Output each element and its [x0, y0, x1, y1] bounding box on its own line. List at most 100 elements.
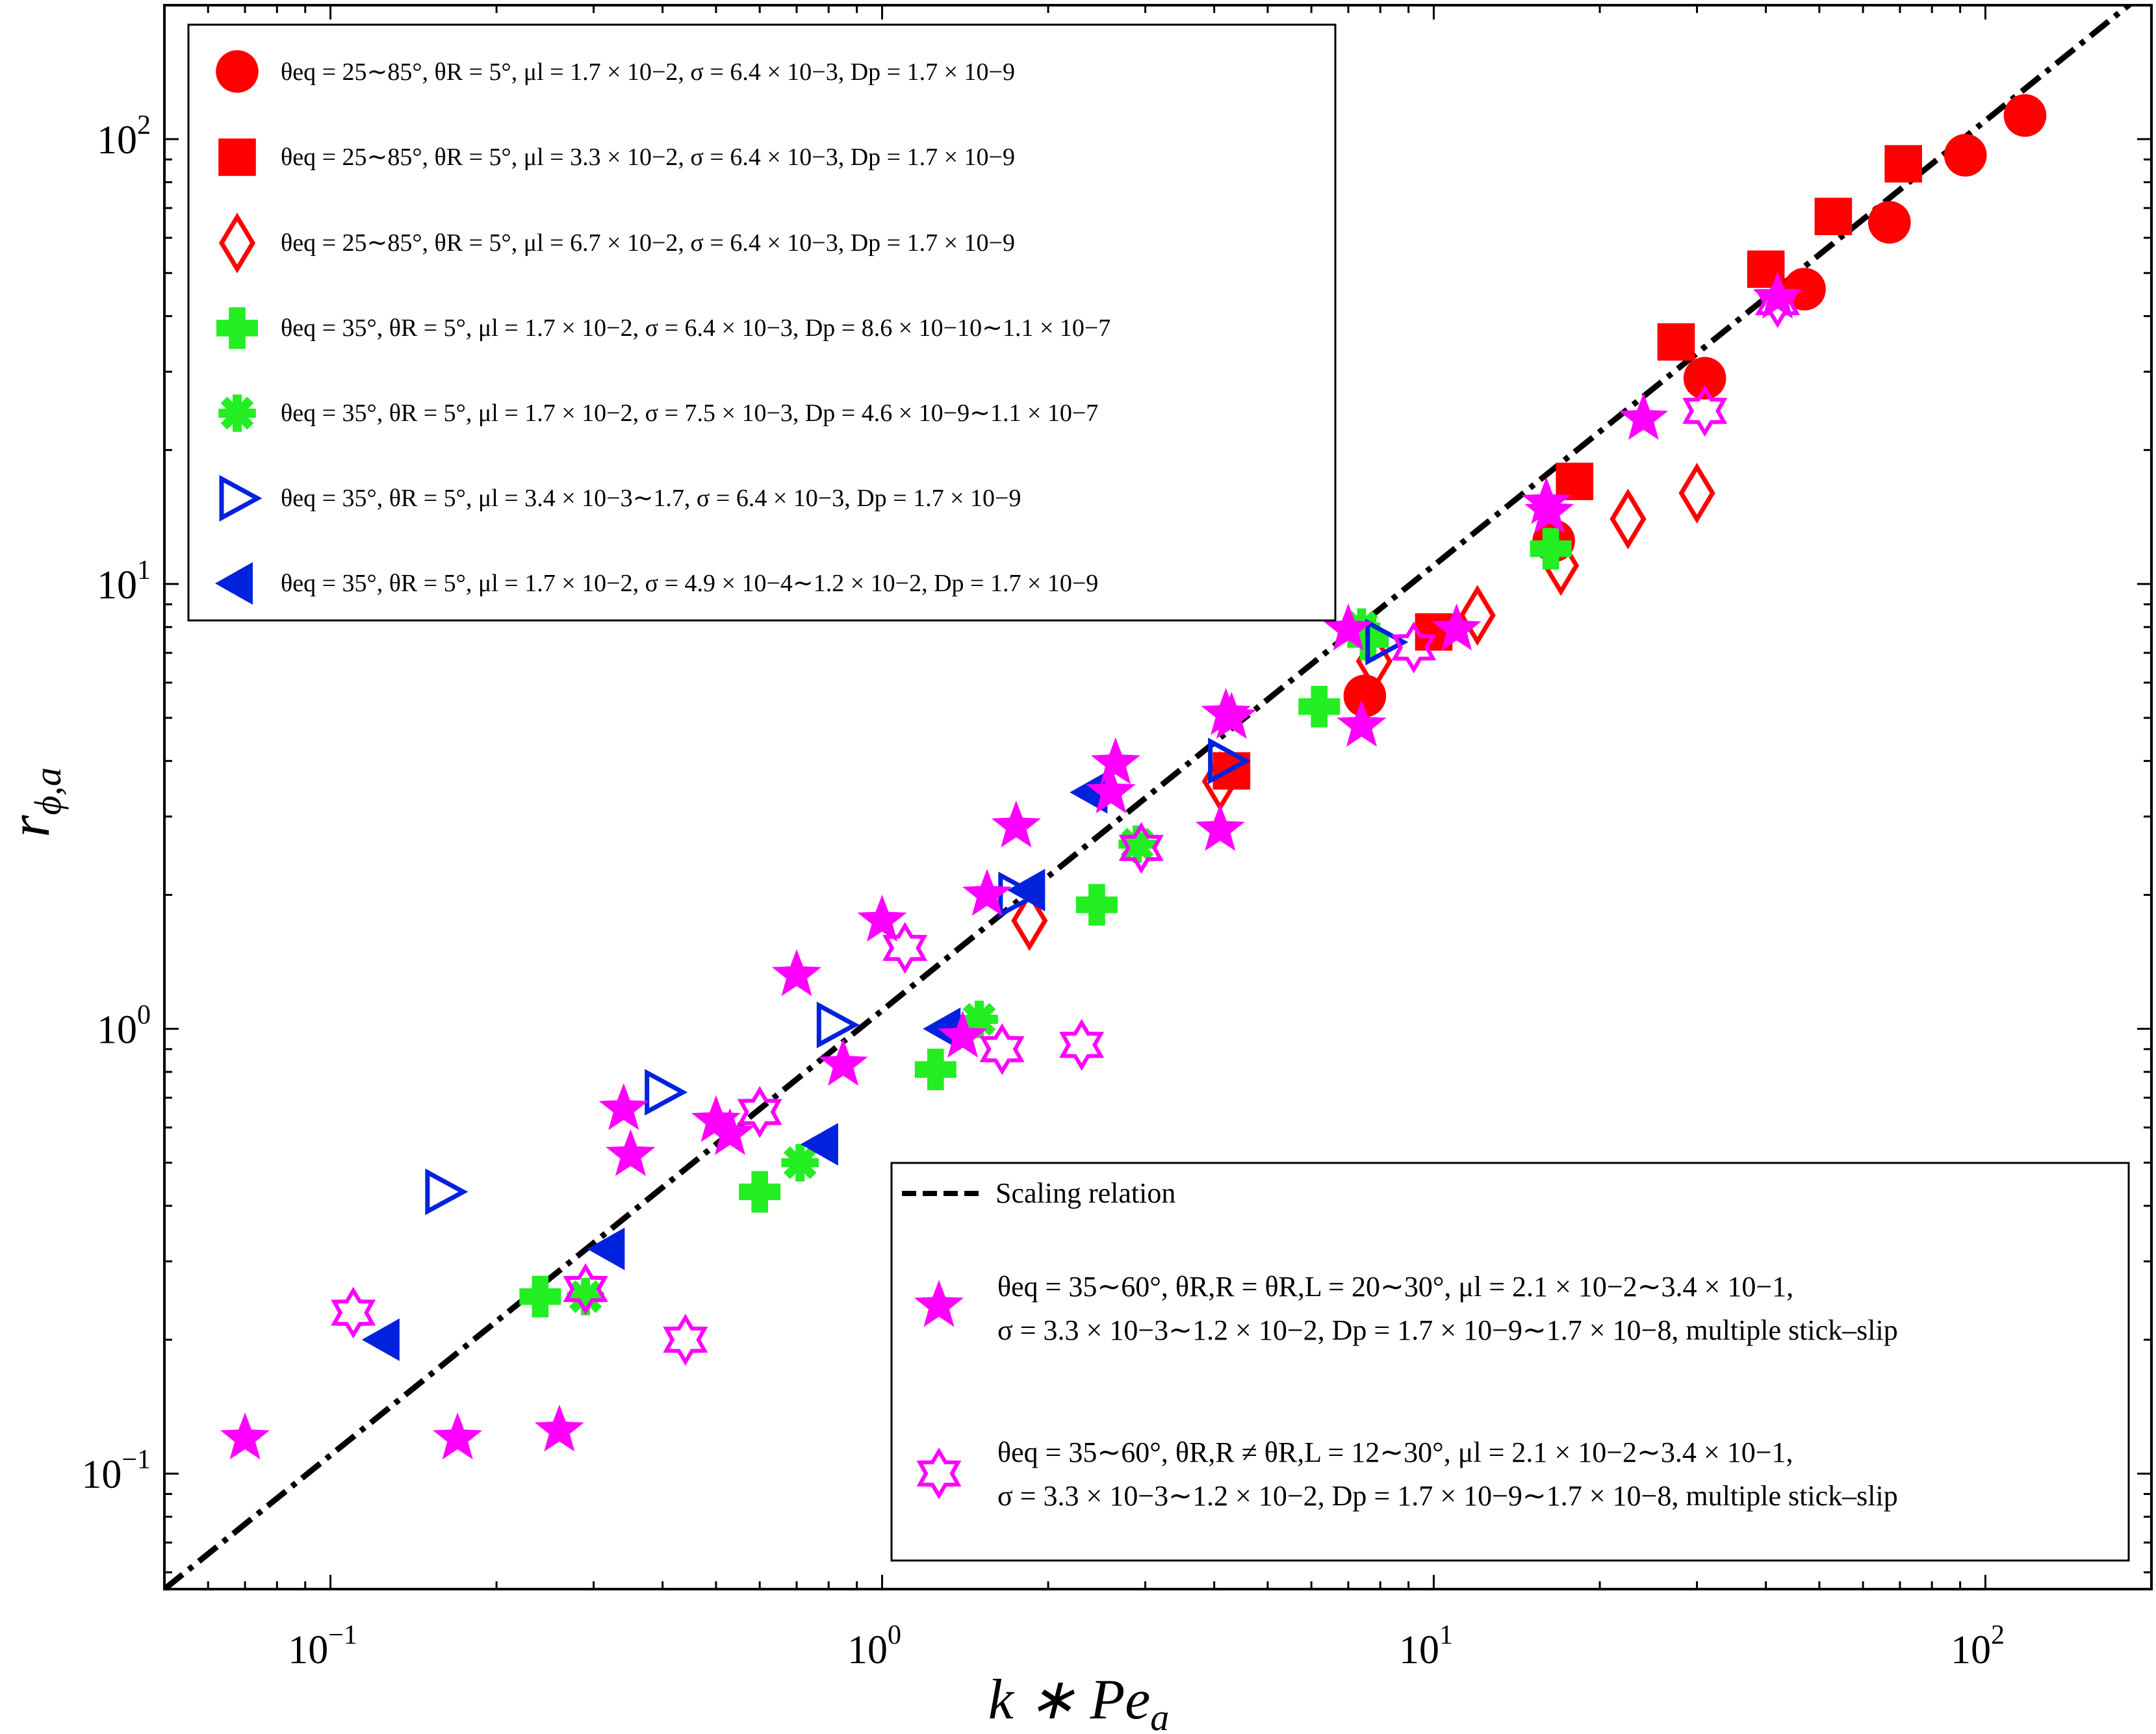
data-point-s6 — [816, 1001, 860, 1049]
data-point-s9 — [1682, 385, 1728, 437]
legend-marker-s8 — [914, 1280, 964, 1327]
legend-marker-s9 — [916, 1447, 962, 1499]
data-point-s7 — [587, 1227, 625, 1271]
y-tick-label-base: 10 — [97, 563, 137, 607]
legend-label-series-4: θeq = 35°, θR = 5°, μl = 1.7 × 10−2, σ =… — [281, 314, 1110, 342]
legend-marker-s7 — [215, 562, 253, 605]
data-point-s4 — [1298, 685, 1341, 728]
data-point-s2 — [1556, 463, 1593, 500]
data-point-s8 — [598, 1083, 648, 1130]
data-point-s6 — [425, 1168, 468, 1216]
x-tick-label-exponent: 1 — [1439, 1620, 1453, 1650]
y-tick-label: 102 — [97, 110, 151, 162]
data-point-s8 — [1086, 766, 1136, 813]
legend-marker-s2 — [218, 138, 256, 176]
data-point-s8 — [534, 1404, 584, 1452]
legend-label-scaling: Scaling relation — [995, 1177, 1175, 1209]
legend-lower: Scaling relation θeq = 35∼60°, θR,R = θR… — [890, 1162, 2130, 1562]
data-point-s2 — [1814, 198, 1853, 236]
x-tick-label-base: 10 — [1951, 1628, 1991, 1672]
data-point-s3 — [1459, 585, 1496, 646]
y-tick-label: 100 — [97, 1001, 151, 1052]
data-point-s4 — [519, 1275, 561, 1318]
data-point-s7 — [800, 1123, 838, 1166]
data-point-s8 — [962, 869, 1012, 916]
x-tick-label: 100 — [847, 1620, 901, 1672]
legend-lower-markers — [914, 1280, 964, 1499]
axis-ticks — [163, 4, 2153, 1589]
x-tick-label-exponent: 2 — [1991, 1620, 2005, 1650]
legend-label-series-2: θeq = 25∼85°, θR = 5°, μl = 3.3 × 10−2, … — [281, 144, 1015, 171]
data-point-s8 — [938, 1010, 988, 1058]
data-point-s9 — [331, 1286, 376, 1339]
y-tick-label-base: 10 — [97, 118, 137, 162]
data-point-s9 — [663, 1314, 708, 1366]
data-point-s4 — [1075, 884, 1118, 926]
data-point-s3 — [1678, 463, 1715, 524]
x-axis-label: k ∗ Pea — [988, 1668, 1170, 1734]
x-tick-label-base: 10 — [288, 1628, 328, 1672]
data-point-s8 — [1090, 737, 1140, 785]
y-axis-label-main: r — [0, 815, 62, 837]
data-point-s2 — [1657, 323, 1695, 361]
asterisk-stroke — [220, 396, 254, 430]
data-point-s8 — [818, 1038, 868, 1086]
data-point-s4 — [914, 1049, 956, 1091]
data-point-s4 — [739, 1171, 781, 1213]
data-point-s8 — [991, 800, 1041, 848]
data-point-s7 — [1007, 869, 1046, 912]
legend-label-series-3: θeq = 25∼85°, θR = 5°, μl = 6.7 × 10−2, … — [281, 229, 1015, 257]
data-point-s8 — [857, 895, 907, 942]
x-tick-label: 10−1 — [288, 1620, 357, 1672]
y-tick-label-base: 10 — [81, 1453, 122, 1497]
data-point-s1 — [1867, 201, 1911, 244]
x-axis-label-main: k ∗ Pe — [988, 1668, 1151, 1731]
legend-marker-s5 — [218, 394, 256, 432]
x-tick-label-base: 10 — [847, 1628, 888, 1672]
x-tick-label: 101 — [1399, 1620, 1453, 1672]
data-point-s7 — [1070, 771, 1108, 814]
legend-marker-s3 — [218, 212, 256, 274]
legend-label-series-7: θeq = 35°, θR = 5°, μl = 1.7 × 10−2, σ =… — [281, 570, 1098, 597]
y-axis-label: rϕ,a — [0, 767, 69, 837]
legend-label-series-1: θeq = 25∼85°, θR = 5°, μl = 1.7 × 10−2, … — [281, 58, 1015, 86]
y-tick-label: 101 — [97, 555, 151, 607]
data-point-s8 — [705, 1108, 755, 1155]
legend-label-series-9-line1: θeq = 35∼60°, θR,R ≠ θR,L = 12∼30°, μl =… — [997, 1436, 1793, 1468]
data-point-s3 — [1610, 488, 1647, 550]
legend-upper-markers — [215, 50, 263, 605]
data-point-s9 — [737, 1086, 782, 1138]
x-tick-label-base: 10 — [1399, 1628, 1439, 1672]
data-point-s2 — [1884, 145, 1922, 183]
legend-label-series-6: θeq = 35°, θR = 5°, μl = 3.4 × 10−3∼1.7,… — [281, 485, 1021, 512]
data-point-s9 — [1391, 621, 1437, 674]
data-point-s6 — [1208, 737, 1251, 785]
data-point-s8 — [1752, 272, 1803, 319]
legend-upper: θeq = 25∼85°, θR = 5°, μl = 1.7 × 10−2, … — [187, 23, 1337, 622]
data-point-s8 — [772, 949, 822, 997]
data-point-s3 — [1011, 890, 1048, 951]
y-tick-label-exponent: 0 — [137, 1001, 151, 1030]
legend-marker-s1 — [216, 50, 259, 93]
legend-label-series-9-line2: σ = 3.3 × 10−3∼1.2 × 10−2, Dp = 1.7 × 10… — [997, 1480, 1898, 1512]
data-point-s9 — [563, 1263, 608, 1315]
y-axis-label-subscript: ϕ,a — [27, 767, 69, 815]
data-point-s8 — [691, 1095, 741, 1142]
data-point-s8 — [433, 1412, 483, 1460]
data-point-s6 — [645, 1069, 688, 1116]
data-point-s8 — [1431, 603, 1482, 651]
y-tick-label: 10−1 — [81, 1445, 151, 1497]
x-tick-label: 102 — [1951, 1620, 2005, 1672]
legend-label-series-8-line2: σ = 3.3 × 10−3∼1.2 × 10−2, Dp = 1.7 × 10… — [997, 1314, 1898, 1346]
data-point-s4 — [1530, 528, 1572, 570]
data-point-s9 — [1118, 822, 1164, 874]
legend-label-series-8-line1: θeq = 35∼60°, θR,R = θR,L = 20∼30°, μl =… — [997, 1271, 1793, 1303]
plot-frame — [163, 4, 2153, 1590]
y-tick-label-exponent: 1 — [137, 555, 151, 585]
x-tick-label-exponent: −1 — [328, 1620, 357, 1650]
data-point-s6 — [1365, 618, 1409, 666]
data-point-s8 — [1323, 603, 1373, 651]
data-point-s1 — [2003, 94, 2047, 137]
y-tick-label-exponent: 2 — [137, 110, 151, 140]
data-point-s5 — [781, 1143, 819, 1182]
